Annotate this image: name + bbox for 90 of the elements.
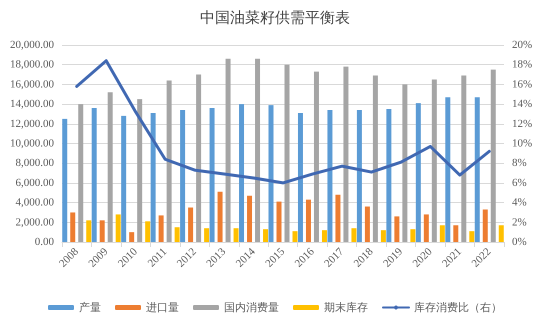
y2-tick-label: 18%: [512, 58, 532, 71]
bar: [92, 108, 97, 242]
bar: [78, 104, 84, 242]
bar: [204, 228, 210, 242]
y-tick-label: 16,000.00: [10, 78, 54, 90]
bar: [150, 112, 156, 242]
legend-label: 库存消费比（右）: [414, 301, 502, 314]
bar: [445, 97, 450, 242]
bar: [461, 76, 466, 242]
y2-tick-label: 16%: [512, 78, 532, 90]
x-tick-label: 2011: [146, 246, 170, 270]
bar: [116, 214, 121, 242]
bar: [129, 232, 134, 242]
y-tick-label: 4,000.00: [16, 196, 54, 209]
bar: [386, 109, 392, 242]
bar: [158, 215, 164, 242]
y2-tick-label: 0%: [512, 236, 527, 248]
bar: [372, 76, 378, 242]
bar: [490, 70, 496, 242]
y2-tick-label: 4%: [512, 196, 527, 209]
bar: [247, 196, 252, 242]
bar: [343, 66, 348, 242]
bar: [62, 118, 68, 242]
y2-tick-label: 14%: [512, 98, 532, 110]
bar: [263, 229, 268, 242]
bar: [432, 79, 437, 242]
bar: [416, 103, 421, 242]
legend-label: 进口量: [146, 301, 179, 314]
bar: [356, 110, 362, 242]
legend-label: 产量: [79, 301, 101, 314]
y-tick-label: 2,000.00: [16, 216, 54, 228]
legend-label: 期末库存: [324, 301, 368, 314]
bar: [108, 92, 113, 242]
y-tick-label: 18,000.00: [10, 58, 54, 71]
bar: [380, 230, 386, 242]
bar: [351, 228, 356, 242]
bar: [322, 230, 327, 242]
y-tick-label: 0.00: [34, 236, 54, 248]
y2-tick-label: 8%: [512, 157, 527, 170]
bar: [314, 72, 319, 242]
line-series: [75, 59, 491, 184]
bar: [327, 110, 332, 242]
y-tick-label: 8,000.00: [16, 157, 54, 170]
bar: [100, 220, 105, 242]
bar: [234, 228, 239, 242]
y-tick-label: 10,000.00: [10, 138, 54, 150]
bar: [292, 231, 298, 242]
bar: [469, 231, 474, 242]
chart-title: 中国油菜籽供需平衡表: [200, 10, 350, 26]
bar: [268, 105, 274, 242]
bar: [145, 221, 150, 242]
y2-tick-label: 2%: [512, 216, 527, 228]
bar: [298, 112, 303, 242]
bar: [482, 209, 488, 242]
y2-tick-label: 20%: [512, 39, 532, 51]
bar: [121, 116, 126, 242]
y-tick-label: 20,000.00: [10, 39, 54, 51]
y2-tick-label: 6%: [512, 176, 527, 189]
bar: [188, 208, 194, 242]
bar: [218, 192, 223, 242]
bar: [70, 212, 76, 242]
y-tick-label: 14,000.00: [10, 98, 54, 110]
bar: [137, 99, 142, 242]
bar: [424, 214, 429, 242]
y2-tick-label: 12%: [512, 118, 532, 130]
bar: [166, 80, 172, 242]
y-tick-label: 12,000.00: [10, 118, 54, 130]
bar: [226, 58, 231, 242]
bar: [394, 216, 400, 242]
y-tick-label: 6,000.00: [16, 176, 54, 189]
bar: [306, 200, 311, 242]
bar: [284, 64, 290, 242]
bar: [402, 84, 408, 242]
bar: [276, 202, 282, 242]
bar: [498, 225, 504, 242]
bar: [86, 220, 92, 242]
bar: [239, 104, 244, 242]
legend-label: 国内消费量: [224, 301, 279, 314]
bar: [410, 229, 416, 242]
bar: [210, 108, 215, 242]
bar: [335, 194, 340, 242]
bar: [196, 74, 202, 242]
bar: [474, 97, 480, 242]
bar: [453, 225, 458, 242]
y2-tick-label: 10%: [512, 138, 532, 150]
bar: [174, 227, 180, 242]
bar: [180, 110, 186, 242]
bar: [255, 58, 260, 242]
bar: [440, 225, 445, 242]
bar: [364, 206, 370, 242]
